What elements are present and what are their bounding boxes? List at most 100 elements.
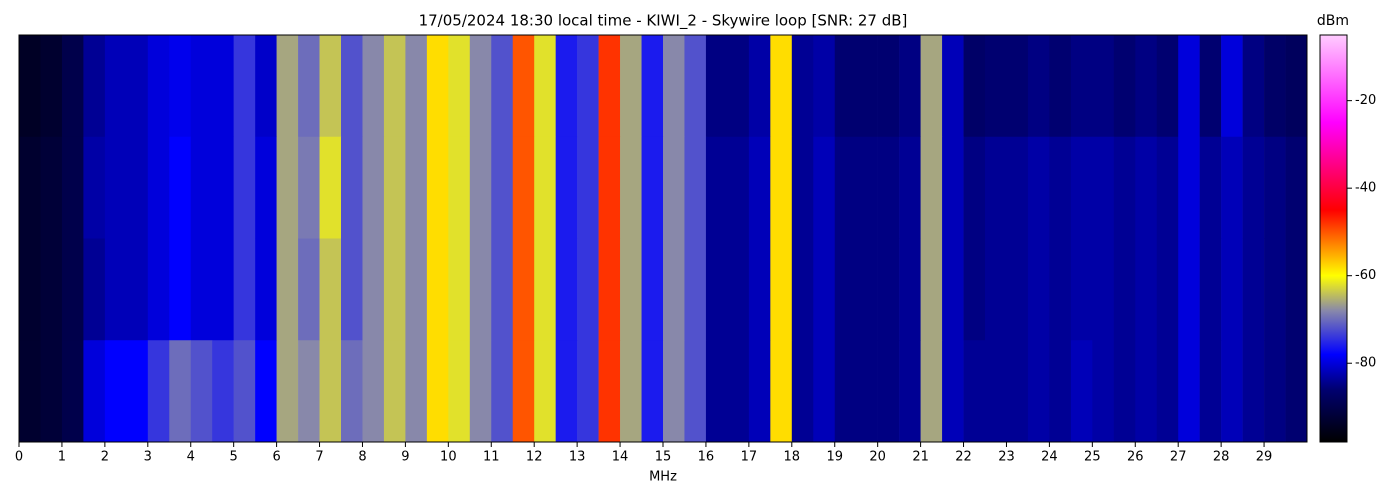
- heatmap-cell: [899, 340, 921, 443]
- colorbar-label: dBm: [1317, 13, 1349, 29]
- heatmap-cell: [1264, 136, 1286, 239]
- heatmap-cell: [1156, 340, 1179, 443]
- heatmap-cell: [748, 238, 771, 341]
- heatmap-cell: [834, 238, 857, 341]
- heatmap-cell: [598, 340, 621, 443]
- heatmap-cell: [383, 136, 406, 239]
- heatmap-cell: [383, 35, 406, 138]
- heatmap-cell: [147, 340, 170, 443]
- heatmap-cell: [147, 136, 170, 239]
- heatmap-cell: [577, 340, 599, 443]
- heatmap-cell: [705, 340, 728, 443]
- heatmap-cell: [770, 35, 793, 138]
- heatmap-cell: [920, 136, 943, 239]
- heatmap-cell: [341, 340, 363, 443]
- heatmap-cell: [1049, 35, 1072, 138]
- heatmap-cell: [1156, 136, 1179, 239]
- x-tick-label: 10: [440, 450, 457, 465]
- heatmap-cell: [126, 238, 149, 341]
- heatmap-cell: [104, 238, 127, 341]
- heatmap-cell: [233, 35, 256, 138]
- heatmap-cell: [1178, 238, 1200, 341]
- heatmap-cell: [963, 238, 986, 341]
- heatmap-cell: [641, 136, 664, 239]
- heatmap-cell: [1135, 340, 1158, 443]
- x-tick-label: 18: [784, 450, 801, 465]
- heatmap-cell: [1221, 238, 1243, 341]
- x-tick-label: 20: [869, 450, 886, 465]
- heatmap-cell: [40, 35, 63, 138]
- heatmap-cell: [856, 35, 878, 138]
- heatmap-cell: [1027, 136, 1050, 239]
- x-tick-label: 28: [1213, 450, 1230, 465]
- x-tick-label: 19: [826, 450, 843, 465]
- heatmap-cell: [40, 238, 63, 341]
- heatmap-cell: [1092, 35, 1115, 138]
- heatmap-cell: [1070, 238, 1093, 341]
- heatmap-cell: [1264, 35, 1286, 138]
- heatmap-cell: [1027, 340, 1050, 443]
- heatmap-cell: [641, 35, 664, 138]
- heatmap-cell: [104, 136, 127, 239]
- heatmap-cell: [1199, 340, 1222, 443]
- heatmap-cell: [1285, 35, 1308, 138]
- heatmap-cell: [748, 136, 771, 239]
- heatmap-cell: [126, 35, 149, 138]
- x-tick-label: 17: [741, 450, 758, 465]
- heatmap-cell: [341, 238, 363, 341]
- heatmap-cell: [1199, 35, 1222, 138]
- heatmap-cell: [555, 136, 578, 239]
- heatmap-cell: [61, 35, 84, 138]
- heatmap-cell: [147, 238, 170, 341]
- heatmap-cell: [1156, 35, 1179, 138]
- heatmap-cell: [83, 35, 106, 138]
- heatmap-cell: [555, 340, 578, 443]
- heatmap-cell: [1070, 340, 1093, 443]
- heatmap-cell: [1027, 35, 1050, 138]
- heatmap-cell: [534, 35, 556, 138]
- heatmap-cell: [255, 136, 277, 239]
- x-tick-label: 4: [187, 450, 195, 465]
- heatmap-cell: [512, 136, 535, 239]
- heatmap-cell: [491, 340, 514, 443]
- heatmap-cell: [727, 136, 750, 239]
- heatmap-cell: [641, 238, 664, 341]
- heatmap-cell: [920, 238, 943, 341]
- heatmap-cell: [1221, 35, 1243, 138]
- heatmap-cell: [1156, 238, 1179, 341]
- heatmap-cell: [147, 35, 170, 138]
- x-tick-label: 16: [698, 450, 715, 465]
- heatmap-cell: [534, 340, 556, 443]
- heatmap-cell: [684, 136, 707, 239]
- x-tick-label: 6: [272, 450, 280, 465]
- heatmap-cell: [663, 35, 685, 138]
- heatmap-cell: [512, 35, 535, 138]
- heatmap-cell: [1006, 35, 1029, 138]
- heatmap-cell: [598, 238, 621, 341]
- heatmap-cell: [1135, 136, 1158, 239]
- heatmap-cell: [104, 35, 127, 138]
- heatmap-cell: [491, 136, 514, 239]
- heatmap-cell: [577, 238, 599, 341]
- heatmap-cell: [276, 136, 299, 239]
- heatmap-cell: [83, 238, 106, 341]
- heatmap-cell: [1092, 136, 1115, 239]
- x-tick-label: 1: [58, 450, 66, 465]
- heatmap-cell: [233, 340, 256, 443]
- heatmap-cell: [1199, 136, 1222, 239]
- heatmap-cell: [748, 35, 771, 138]
- heatmap-cell: [899, 136, 921, 239]
- heatmap-cell: [426, 340, 449, 443]
- heatmap-cell: [856, 238, 878, 341]
- heatmap-cell: [813, 340, 836, 443]
- heatmap-cell: [276, 238, 299, 341]
- heatmap-cell: [727, 340, 750, 443]
- heatmap-cell: [1221, 136, 1243, 239]
- heatmap-cell: [727, 238, 750, 341]
- x-tick-label: 15: [655, 450, 672, 465]
- heatmap-cell: [899, 35, 921, 138]
- heatmap-cell: [1070, 35, 1093, 138]
- heatmap-cell: [1221, 340, 1243, 443]
- heatmap-cell: [705, 35, 728, 138]
